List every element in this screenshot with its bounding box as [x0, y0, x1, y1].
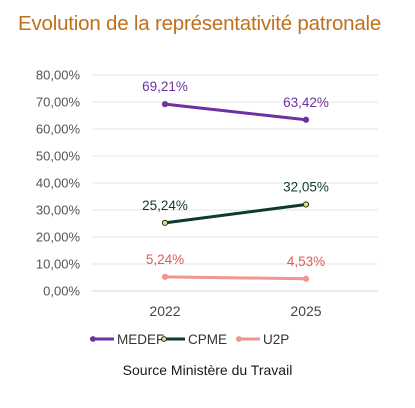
chart-title: Evolution de la représentativité patrona… — [18, 12, 382, 35]
data-point — [161, 219, 169, 226]
y-tick-label: 60,00% — [36, 122, 81, 137]
data-label: 4,53% — [287, 254, 325, 269]
y-tick-label: 0,00% — [43, 284, 80, 299]
data-point — [161, 273, 169, 280]
legend-marker — [90, 336, 96, 342]
y-tick-label: 20,00% — [36, 230, 81, 245]
series-lines — [161, 101, 310, 282]
series-line — [163, 102, 308, 122]
legend-label: MEDEF — [117, 332, 164, 347]
data-point — [302, 201, 310, 208]
source-note: Source Ministère du Travail — [122, 362, 293, 378]
series-line — [163, 202, 308, 225]
legend-label: U2P — [263, 332, 289, 347]
y-tick-label: 50,00% — [36, 149, 81, 164]
legend-label: CPME — [188, 332, 227, 347]
legend: MEDEF CPME U2P — [90, 332, 289, 347]
data-label: 69,21% — [142, 79, 188, 94]
y-tick-label: 80,00% — [36, 68, 81, 83]
series-medef — [161, 101, 310, 123]
data-label: 32,05% — [283, 179, 329, 194]
gridlines — [92, 74, 378, 292]
series-cpme — [161, 201, 310, 226]
data-point — [302, 275, 310, 282]
y-tick-label: 40,00% — [36, 176, 81, 191]
y-tick-label: 10,00% — [36, 257, 81, 272]
series-u2p — [161, 273, 310, 282]
legend-item-cpme: CPME — [161, 332, 227, 347]
legend-item-medef: MEDEF — [90, 332, 164, 347]
y-tick-label: 30,00% — [36, 203, 81, 218]
y-axis-tick-labels: 0,00% 10,00% 20,00% 30,00% 40,00% 50,00% 60,00… — [36, 68, 81, 299]
data-point — [161, 101, 169, 108]
data-labels: 69,21% 63,42% 25,24% 32,05% 5,24% 4,53% — [142, 79, 329, 269]
y-tick-label: 70,00% — [36, 95, 81, 110]
x-tick-label: 2025 — [290, 303, 321, 319]
data-point — [302, 116, 310, 123]
x-tick-label: 2022 — [149, 303, 180, 319]
x-axis-tick-labels: 2022 2025 — [149, 303, 321, 319]
series-line — [163, 275, 308, 281]
data-label: 25,24% — [142, 198, 188, 213]
legend-marker — [236, 336, 242, 342]
legend-item-u2p: U2P — [236, 332, 289, 347]
data-label: 5,24% — [146, 252, 184, 267]
legend-marker — [161, 336, 167, 342]
data-label: 63,42% — [283, 95, 329, 110]
